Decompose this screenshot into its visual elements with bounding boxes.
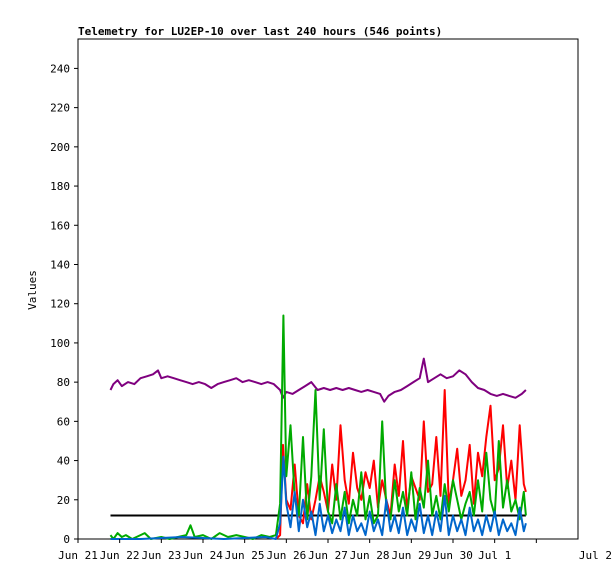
x-axis-ticks: Jun 21 Jun 22 Jun 23 Jun 24 Jun 25 Jun 26 Jun … (58, 539, 612, 562)
y-tick-label: 120 (50, 298, 70, 311)
y-tick-label: 20 (57, 494, 70, 507)
plot-area-frame (77, 38, 579, 540)
y-tick-label: 160 (50, 219, 70, 232)
y-tick-label: 80 (57, 376, 70, 389)
x-tick-label: Jun 23 (141, 549, 181, 562)
x-tick-label: Jun 22 (100, 549, 140, 562)
x-tick-label: Jun 29 (391, 549, 431, 562)
y-tick-label: 240 (50, 62, 70, 75)
series-layer (109, 314, 527, 540)
y-tick-label: 100 (50, 337, 70, 350)
x-tick-label: Jun 30 (433, 549, 473, 562)
y-axis-ticks: 0 20 40 60 80 100 120 140 160 180 200 220 240 (50, 62, 78, 546)
y-tick-label: 140 (50, 258, 70, 271)
series-line-4 (110, 455, 527, 540)
y-tick-label: 0 (63, 533, 70, 546)
x-tick-label: Jun 25 (225, 549, 265, 562)
y-tick-label: 60 (57, 415, 70, 428)
x-tick-label: Jul 1 (478, 549, 511, 562)
x-tick-label: Jul 2 (579, 549, 612, 562)
y-tick-label: 200 (50, 141, 70, 154)
y-tick-label: 180 (50, 180, 70, 193)
x-tick-label: Jun 27 (308, 549, 348, 562)
y-tick-label: 40 (57, 455, 70, 468)
chart-title: Telemetry for LU2EP-10 over last 240 hou… (78, 25, 442, 38)
x-tick-label: Jun 21 (58, 549, 98, 562)
y-axis-label: Values (26, 270, 39, 310)
x-tick-label: Jun 26 (266, 549, 306, 562)
y-tick-label: 220 (50, 102, 70, 115)
x-tick-label: Jun 28 (350, 549, 390, 562)
series-line-2 (275, 389, 527, 540)
x-tick-label: Jun 24 (183, 549, 223, 562)
series-line-0 (109, 357, 527, 403)
